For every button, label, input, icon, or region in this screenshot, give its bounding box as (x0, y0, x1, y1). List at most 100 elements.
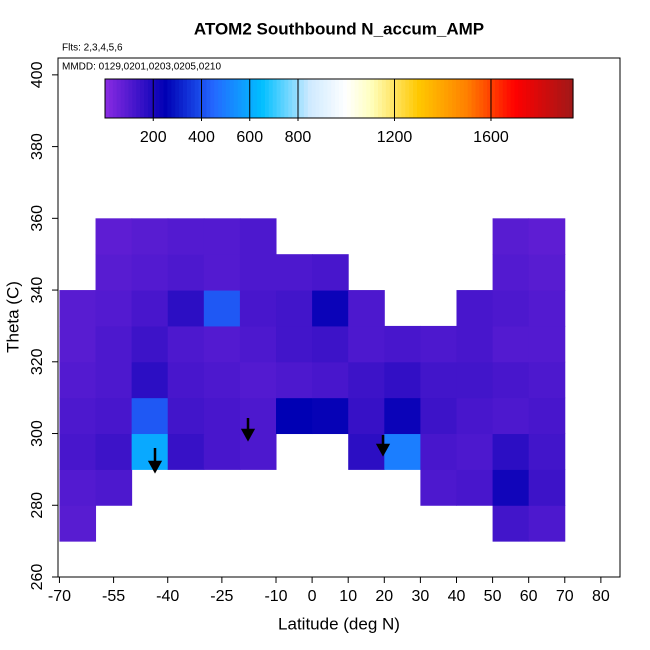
heat-cell (95, 433, 133, 470)
colorbar-step (339, 79, 344, 118)
heat-cell (528, 361, 566, 399)
colorbar-step (175, 79, 180, 118)
colorbar-step (307, 79, 313, 118)
colorbar-step (541, 79, 547, 118)
x-tick-label: -25 (210, 588, 233, 605)
heat-cell (95, 325, 133, 363)
heat-cell (420, 325, 457, 363)
colorbar-step (405, 79, 410, 118)
heat-cell (239, 218, 277, 255)
colorbar-step (467, 79, 473, 118)
colorbar-step (190, 79, 196, 118)
colorbar-step (475, 79, 480, 118)
x-tick-label: -70 (48, 588, 71, 605)
colorbar: 200 400 600 800 1200 1600 (104, 78, 574, 146)
heat-cell (59, 325, 97, 363)
colorbar-step (491, 79, 496, 118)
heat-cell (203, 290, 241, 327)
colorbar-step (342, 79, 348, 118)
colorbar-step (253, 79, 258, 118)
colorbar-step (534, 79, 539, 118)
colorbar-tick-label: 600 (236, 129, 263, 146)
heat-cell (492, 397, 530, 435)
colorbar-step (315, 79, 321, 118)
heat-cell (348, 361, 385, 399)
x-tick-label: 20 (375, 588, 393, 605)
colorbar-step (522, 79, 527, 118)
heat-cell (492, 361, 530, 399)
colorbar-step (370, 79, 375, 118)
heat-cell (348, 397, 385, 435)
colorbar-step (167, 79, 172, 118)
colorbar-step (241, 79, 246, 118)
heat-cell (420, 469, 457, 506)
colorbar-step (537, 79, 543, 118)
heat-cell (59, 469, 97, 506)
heat-cell (95, 290, 133, 327)
colorbar-step (471, 79, 477, 118)
heat-cell (59, 433, 97, 470)
heat-cell (95, 254, 133, 291)
heat-cell (95, 397, 133, 435)
heat-cell (131, 361, 169, 399)
flights-note: Flts: 2,3,4,5,6 (62, 43, 123, 54)
x-tick-label: 30 (411, 588, 429, 605)
x-tick-label: -40 (156, 588, 179, 605)
heat-cell (456, 433, 494, 470)
heat-cell (420, 397, 457, 435)
y-tick-label: 300 (29, 420, 46, 447)
colorbar-step (409, 79, 414, 118)
heat-cell (492, 433, 530, 470)
colorbar-step (495, 79, 500, 118)
heat-cell (95, 469, 133, 506)
heat-cell (131, 290, 169, 327)
y-tick-label: 260 (29, 564, 46, 591)
colorbar-step (506, 79, 512, 118)
x-tick-label: 60 (520, 588, 538, 605)
heat-cell (456, 290, 494, 327)
heat-cell (312, 325, 349, 363)
heat-cell (528, 218, 566, 255)
colorbar-step (140, 79, 145, 118)
arrow-head (147, 460, 163, 474)
colorbar-step (225, 79, 231, 118)
colorbar-step (194, 79, 200, 118)
heat-cell (131, 218, 169, 255)
colorbar-step (549, 79, 555, 118)
colorbar-step (323, 79, 328, 118)
x-tick-label: 80 (592, 588, 610, 605)
y-tick-label: 340 (29, 277, 46, 304)
colorbar-step (186, 79, 192, 118)
heat-cell (312, 361, 349, 399)
colorbar-step (237, 79, 243, 118)
heat-cell (59, 397, 97, 435)
heat-cell (167, 325, 205, 363)
colorbar-step (428, 79, 434, 118)
colorbar-step (155, 79, 161, 118)
colorbar-step (202, 79, 207, 118)
colorbar-step (222, 79, 227, 118)
colorbar-step (311, 79, 317, 118)
heat-cell (420, 433, 457, 470)
heat-cell (59, 361, 97, 399)
heat-cell (492, 290, 530, 327)
colorbar-step (159, 79, 165, 118)
heat-cell (95, 361, 133, 399)
colorbar-step (498, 79, 504, 118)
heat-cell (492, 218, 530, 255)
colorbar-step (136, 79, 141, 118)
colorbar-step (292, 79, 297, 118)
dates-note: MMDD: 0129,0201,0203,0205,0210 (62, 62, 221, 73)
heat-cell (312, 290, 349, 327)
colorbar-step (249, 79, 254, 118)
heat-cell (312, 397, 349, 435)
heat-cell (203, 397, 241, 435)
colorbar-step (374, 79, 379, 118)
arrow-head (375, 443, 391, 457)
colorbar-step (448, 79, 453, 118)
colorbar-step (280, 79, 285, 118)
colorbar-step (401, 79, 406, 118)
colorbar-step (171, 79, 176, 118)
colorbar-step (264, 79, 270, 118)
colorbar-step (553, 79, 558, 118)
